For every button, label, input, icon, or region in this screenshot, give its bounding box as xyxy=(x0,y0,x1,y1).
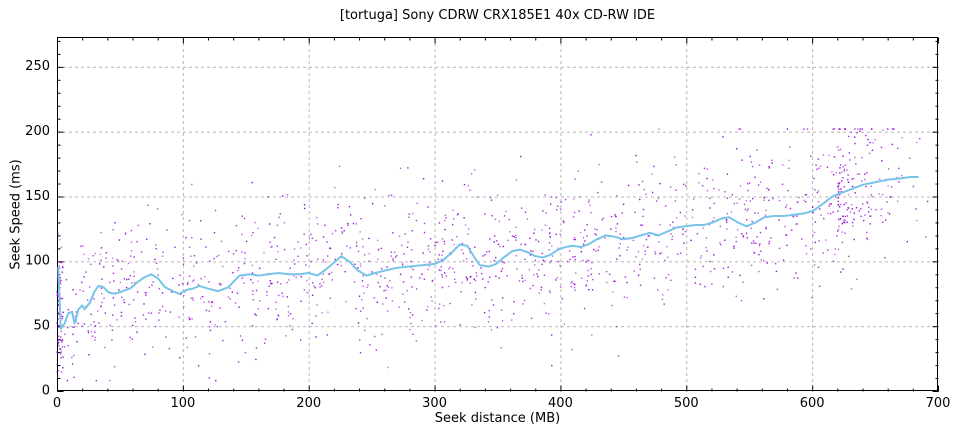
x-axis-label: Seek distance (MB) xyxy=(434,411,561,426)
chart-title: [tortuga] Sony CDRW CRX185E1 40x CD-RW I… xyxy=(339,8,656,23)
y-axis-label: Seek Speed (ms) xyxy=(8,159,24,270)
